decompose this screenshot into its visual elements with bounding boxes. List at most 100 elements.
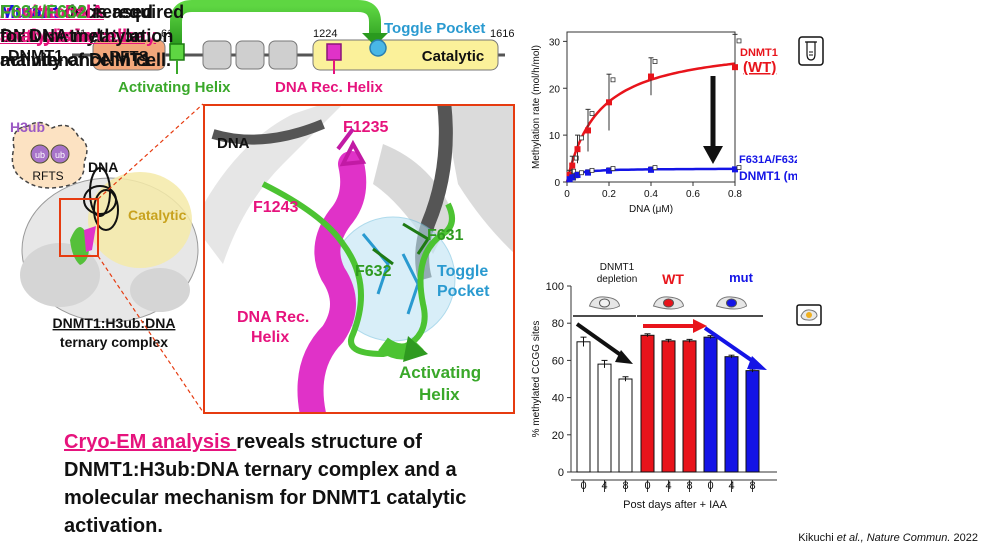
domain-map: DNMT1 1 615 1224 1616 RFTS Catalytic Tog… xyxy=(8,0,514,96)
bar xyxy=(618,378,633,473)
functional-title-line2: analysis in cell xyxy=(0,26,128,46)
y-tick-label: 20 xyxy=(552,430,564,442)
activating-helix-label: Activating Helix xyxy=(118,79,231,96)
assay-desc-rest: decreased DNA methylation activity of DN… xyxy=(0,2,157,70)
category-label: 0 xyxy=(707,480,713,492)
ub-label-1: ub xyxy=(35,150,45,160)
mut-group-label: mut xyxy=(729,270,754,285)
mut-arrow-shaft xyxy=(703,326,759,366)
x-tick-label: 0.8 xyxy=(728,189,742,200)
cell-nucleus xyxy=(599,298,610,308)
rfts-label: RFTS xyxy=(109,48,148,65)
bar xyxy=(576,341,591,473)
y-tick-label: 100 xyxy=(546,281,564,293)
data-point xyxy=(648,73,654,80)
citation-authors: Kikuchi xyxy=(798,532,837,544)
y-axis-label: % methylated CCGG sites xyxy=(531,321,542,438)
y-axis-label: Methylation rate (mol/h/mol) xyxy=(531,45,542,169)
caption: Cryo-EM analysis reveals structure of DN… xyxy=(64,428,504,540)
depletion-label-line2: depletion xyxy=(597,274,638,285)
plot-frame xyxy=(566,31,736,183)
mut-arrow-head xyxy=(747,356,767,370)
bar xyxy=(745,370,760,473)
category-label: 4 xyxy=(665,480,671,492)
data-point xyxy=(569,174,576,181)
dna-rec-zoom-label-2: Helix xyxy=(251,329,289,346)
category-label: 8 xyxy=(749,480,755,492)
complex-overview: H3ub ub ub RFTS DNA Catalytic DNMT1:H3ub… xyxy=(10,119,199,350)
grey-domain-2 xyxy=(235,40,265,70)
data-point xyxy=(732,64,738,71)
replicate-point xyxy=(579,135,584,141)
citation-journal: et al., Nature Commun. xyxy=(836,532,951,544)
x-tick-label: 0.4 xyxy=(644,189,658,200)
bar xyxy=(703,336,718,473)
activating-helix-ribbon xyxy=(261,181,455,358)
cell-nucleus xyxy=(726,298,737,308)
f632-label: F632 xyxy=(355,263,392,280)
replicate-point xyxy=(589,111,595,116)
decrease-arrow-head xyxy=(703,146,723,164)
assay-icon xyxy=(798,36,824,66)
citation: Kikuchi et al., Nature Commun. 2022 xyxy=(798,532,978,544)
data-point xyxy=(606,167,612,174)
activation-arc-head xyxy=(362,33,388,46)
replicate-point xyxy=(610,166,616,171)
cell-nucleus xyxy=(663,298,674,308)
caption-highlight: Cryo-EM analysis xyxy=(64,431,237,453)
depletion-arrow-head xyxy=(615,350,633,364)
catalytic-mini-label: Catalytic xyxy=(128,207,187,223)
position-1224: 1224 xyxy=(313,28,337,40)
position-end: 1616 xyxy=(490,28,514,40)
replicate-point xyxy=(652,59,658,64)
depletion-label-line1: DNMT1 xyxy=(600,262,635,273)
h3ub-rfts-blob xyxy=(11,121,88,189)
zoom-panel: DNA F1235 F1243 F631 F632 Toggle Pocket … xyxy=(203,104,515,414)
wt-group-label: WT xyxy=(662,271,684,287)
ub-label-2: ub xyxy=(55,150,65,160)
y-tick-label: 60 xyxy=(552,355,564,367)
replicate-point xyxy=(652,165,658,170)
functional-description: F631/F632 is required for DNA methylatio… xyxy=(0,0,195,72)
replicate-point xyxy=(589,167,595,173)
x-tick-label: 0.2 xyxy=(602,189,616,200)
mut-legend-line2: DNMT1 (mut) xyxy=(739,169,797,183)
activating-zoom-label-1: Activating xyxy=(399,363,481,382)
position-start: 1 xyxy=(80,28,86,40)
f1243-label: F1243 xyxy=(253,199,298,216)
replicate-point xyxy=(573,155,579,161)
bar xyxy=(682,340,697,473)
data-point xyxy=(585,169,591,176)
category-label: 0 xyxy=(644,480,650,492)
replicate-point xyxy=(579,170,584,176)
assay-title-line2: methylation assay xyxy=(0,26,157,46)
y-tick-label: 80 xyxy=(552,318,564,330)
functional-desc-rest: is required for DNA methylation maintena… xyxy=(0,2,185,70)
dna-zoom-label: DNA xyxy=(217,135,250,152)
x-tick-label: 0.6 xyxy=(686,189,700,200)
category-label: 8 xyxy=(686,480,692,492)
y-tick-label: 0 xyxy=(554,178,560,189)
dna-rec-helix-label: DNA Rec. Helix xyxy=(275,79,383,96)
y-tick-label: 30 xyxy=(549,37,561,48)
data-point xyxy=(574,171,581,178)
category-label: 4 xyxy=(728,480,734,492)
assay-title-rest: DNA xyxy=(60,2,105,22)
y-tick-label: 0 xyxy=(558,467,564,479)
data-point xyxy=(585,127,591,134)
methylation-rate-chart: 0 0.2 0.4 0.6 0.8 0 10 20 30 DNA (μM) Methylation … xyxy=(531,31,797,215)
bar xyxy=(724,356,739,473)
x-tick-label: 0 xyxy=(564,189,570,200)
x-axis-label: Post days after + IAA xyxy=(623,499,727,511)
replicate-point xyxy=(610,77,616,83)
assay-title-italic: In vitro xyxy=(0,2,61,22)
toggle-pocket-marker xyxy=(369,39,387,57)
y-tick-label: 10 xyxy=(549,131,561,142)
grey-domain-3 xyxy=(268,40,298,70)
wt-arrow-head xyxy=(693,319,707,333)
mutant-word: Mutant xyxy=(0,2,59,22)
toggle-zoom-label-2: Pocket xyxy=(437,283,490,300)
cell-icon xyxy=(796,304,822,326)
